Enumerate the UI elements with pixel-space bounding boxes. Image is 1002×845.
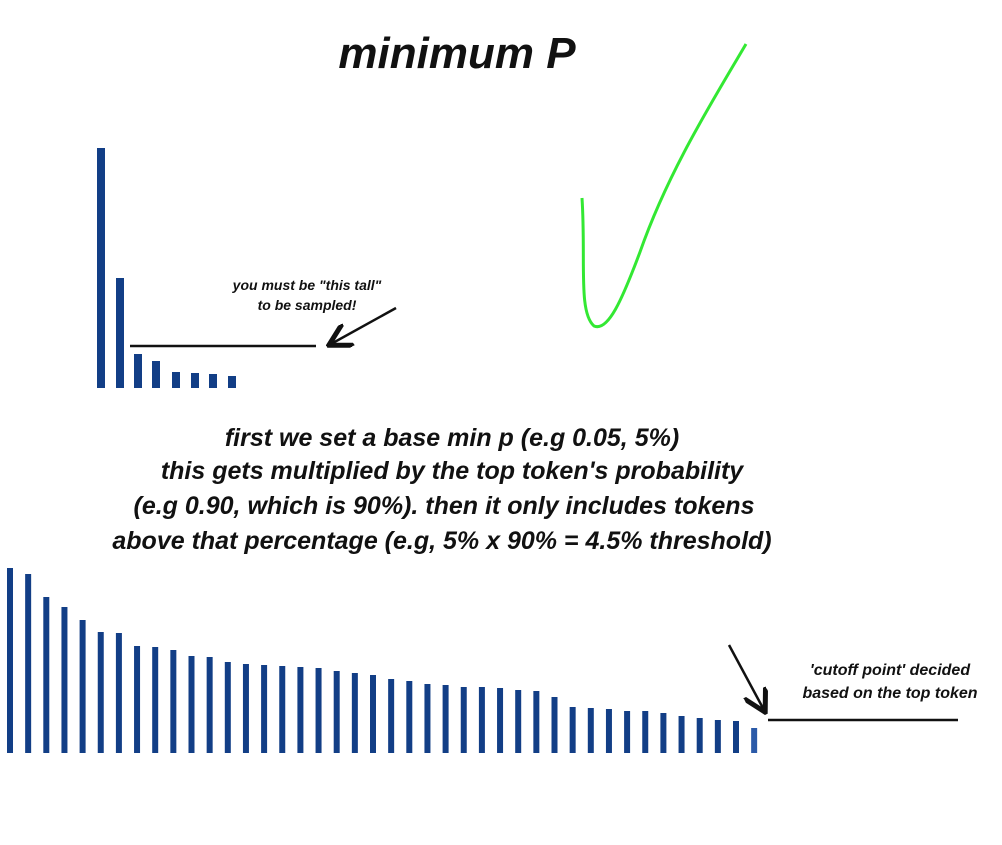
bar xyxy=(115,633,122,753)
bar xyxy=(25,574,32,753)
bar xyxy=(551,697,558,753)
bar xyxy=(642,711,649,753)
bar xyxy=(209,374,217,388)
bar xyxy=(134,646,141,753)
bar xyxy=(228,376,236,388)
bar xyxy=(351,673,358,753)
bottom-bars xyxy=(7,568,758,753)
body-line: above that percentage (e.g, 5% x 90% = 4… xyxy=(112,527,771,555)
bar xyxy=(61,607,68,753)
bar xyxy=(515,690,522,753)
bar xyxy=(152,361,160,388)
top-bars xyxy=(97,148,236,388)
bar xyxy=(696,718,703,753)
checkmark xyxy=(580,43,748,329)
bar xyxy=(751,728,758,753)
bar xyxy=(587,708,594,753)
body-line: this gets multiplied by the top token's … xyxy=(161,457,744,485)
bar xyxy=(170,650,177,753)
arrow xyxy=(331,306,397,344)
bar xyxy=(370,675,376,753)
bar xyxy=(224,662,231,753)
bar xyxy=(188,656,195,753)
annotation: to be sampled! xyxy=(258,297,357,313)
bar xyxy=(442,685,449,753)
bar xyxy=(7,568,13,753)
bar xyxy=(714,720,721,753)
bar xyxy=(315,668,322,753)
bar xyxy=(660,713,667,753)
bar xyxy=(478,687,485,753)
bar xyxy=(79,620,86,753)
arrow xyxy=(727,644,764,710)
bar xyxy=(152,647,159,753)
bar xyxy=(242,664,249,753)
bar xyxy=(279,666,286,753)
body-line: first we set a base min p (e.g 0.05, 5%) xyxy=(225,424,679,452)
bar xyxy=(533,691,540,753)
bar xyxy=(733,721,739,753)
bar xyxy=(424,684,431,753)
title: minimum P xyxy=(338,29,576,78)
bar xyxy=(43,597,50,753)
bar xyxy=(406,681,413,753)
bar xyxy=(116,278,124,388)
bar xyxy=(605,709,612,753)
annotation: based on the top token xyxy=(802,685,977,702)
bar xyxy=(569,707,576,753)
bar xyxy=(97,148,105,388)
bar xyxy=(388,679,395,753)
body-line: (e.g 0.90, which is 90%). then it only i… xyxy=(134,492,755,520)
bar xyxy=(191,373,199,388)
bar xyxy=(624,711,631,753)
bar xyxy=(206,657,213,753)
bar xyxy=(497,688,504,753)
bar xyxy=(333,671,340,753)
bar xyxy=(172,372,180,388)
bar xyxy=(678,716,685,753)
bar xyxy=(460,687,467,753)
bar xyxy=(97,632,104,753)
bar xyxy=(261,665,268,753)
annotation: 'cutoff point' decided xyxy=(810,662,971,679)
annotation: you must be "this tall" xyxy=(232,277,382,293)
bar xyxy=(297,667,304,753)
bar xyxy=(134,354,142,388)
